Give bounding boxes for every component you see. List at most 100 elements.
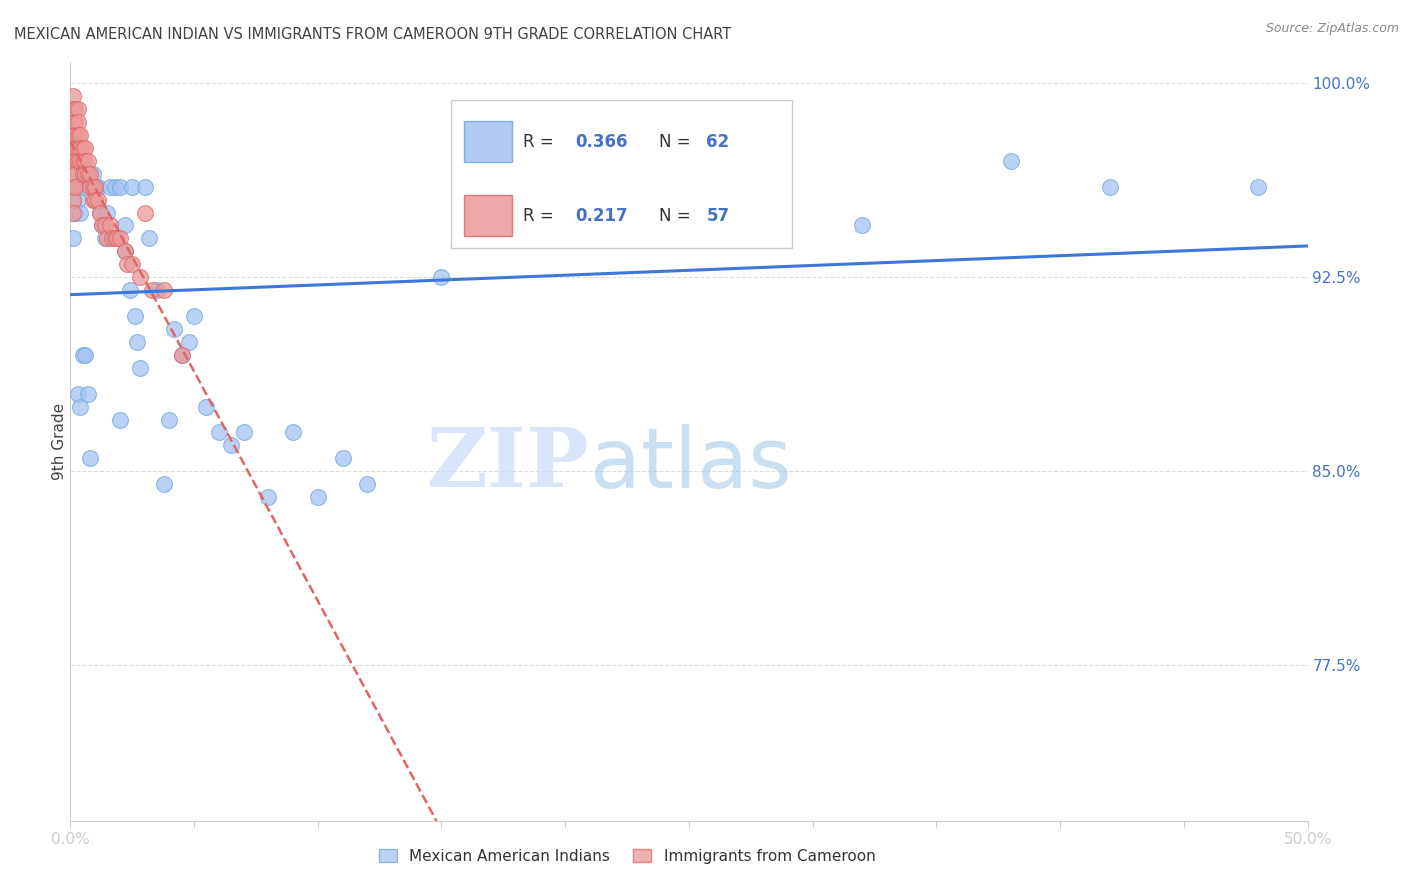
Point bbox=[72, 141, 94, 155]
Point bbox=[75, 167, 97, 181]
Point bbox=[84, 193, 107, 207]
Text: MEXICAN AMERICAN INDIAN VS IMMIGRANTS FROM CAMEROON 9TH GRADE CORRELATION CHART: MEXICAN AMERICAN INDIAN VS IMMIGRANTS FR… bbox=[14, 27, 731, 42]
FancyBboxPatch shape bbox=[464, 121, 512, 162]
Text: Source: ZipAtlas.com: Source: ZipAtlas.com bbox=[1265, 22, 1399, 36]
Point bbox=[257, 490, 280, 504]
Point bbox=[1247, 179, 1270, 194]
Point bbox=[91, 219, 114, 233]
Point bbox=[65, 153, 87, 168]
Point bbox=[66, 128, 89, 142]
Point bbox=[66, 386, 89, 401]
Point bbox=[65, 205, 87, 219]
Point bbox=[121, 179, 143, 194]
Point bbox=[62, 205, 84, 219]
Point bbox=[65, 167, 87, 181]
Point bbox=[98, 179, 121, 194]
Point bbox=[79, 179, 101, 194]
Point bbox=[66, 193, 89, 207]
Point bbox=[69, 128, 91, 142]
Point bbox=[79, 167, 101, 181]
Point bbox=[603, 219, 626, 233]
Point bbox=[153, 477, 176, 491]
Point bbox=[82, 167, 104, 181]
FancyBboxPatch shape bbox=[464, 195, 512, 236]
Point bbox=[115, 257, 138, 271]
Text: 57: 57 bbox=[706, 207, 730, 225]
Point bbox=[65, 179, 87, 194]
Point bbox=[69, 153, 91, 168]
Point bbox=[96, 205, 118, 219]
Point bbox=[65, 115, 87, 129]
Point bbox=[170, 348, 193, 362]
Point bbox=[89, 205, 111, 219]
Point bbox=[75, 141, 97, 155]
Point bbox=[66, 102, 89, 116]
Point bbox=[79, 167, 101, 181]
Point bbox=[114, 244, 136, 259]
Point bbox=[127, 334, 149, 349]
Point bbox=[66, 141, 89, 155]
Point bbox=[86, 193, 108, 207]
Point bbox=[146, 283, 169, 297]
Point bbox=[66, 153, 89, 168]
Point bbox=[62, 141, 84, 155]
Point bbox=[101, 231, 124, 245]
Point bbox=[65, 141, 87, 155]
Text: N =: N = bbox=[659, 207, 696, 225]
Point bbox=[94, 219, 117, 233]
Point bbox=[356, 477, 378, 491]
Legend: Mexican American Indians, Immigrants from Cameroon: Mexican American Indians, Immigrants fro… bbox=[373, 843, 882, 870]
Point bbox=[62, 128, 84, 142]
Point bbox=[177, 334, 200, 349]
Point bbox=[105, 231, 128, 245]
Point bbox=[170, 348, 193, 362]
Point bbox=[94, 231, 117, 245]
Point bbox=[332, 451, 354, 466]
Point bbox=[208, 425, 231, 440]
Point bbox=[66, 179, 89, 194]
Point bbox=[62, 193, 84, 207]
Text: 0.217: 0.217 bbox=[575, 207, 627, 225]
Point bbox=[104, 179, 127, 194]
Point bbox=[134, 205, 156, 219]
Point bbox=[183, 309, 205, 323]
Point bbox=[1098, 179, 1121, 194]
Point bbox=[72, 179, 94, 194]
Point bbox=[65, 179, 87, 194]
Point bbox=[89, 205, 111, 219]
Point bbox=[84, 193, 107, 207]
Point bbox=[104, 231, 127, 245]
Point bbox=[76, 153, 98, 168]
Point bbox=[62, 115, 84, 129]
Point bbox=[76, 167, 98, 181]
Point bbox=[69, 400, 91, 414]
Point bbox=[124, 309, 146, 323]
Text: ZIP: ZIP bbox=[427, 425, 591, 504]
Point bbox=[62, 89, 84, 103]
Point bbox=[82, 179, 104, 194]
Point bbox=[141, 283, 163, 297]
Point bbox=[114, 244, 136, 259]
Text: N =: N = bbox=[659, 133, 696, 151]
Point bbox=[62, 231, 84, 245]
Text: R =: R = bbox=[523, 207, 560, 225]
Text: 62: 62 bbox=[706, 133, 730, 151]
Point bbox=[91, 219, 114, 233]
FancyBboxPatch shape bbox=[451, 101, 792, 248]
Point bbox=[128, 360, 150, 375]
Point bbox=[134, 179, 156, 194]
Point bbox=[62, 179, 84, 194]
Point bbox=[96, 231, 118, 245]
Point bbox=[62, 167, 84, 181]
Point bbox=[65, 102, 87, 116]
Y-axis label: 9th Grade: 9th Grade bbox=[52, 403, 66, 480]
Point bbox=[69, 141, 91, 155]
Text: 0.366: 0.366 bbox=[575, 133, 627, 151]
Point bbox=[79, 451, 101, 466]
Point bbox=[65, 128, 87, 142]
Point bbox=[62, 153, 84, 168]
Point bbox=[98, 219, 121, 233]
Point bbox=[69, 205, 91, 219]
Point bbox=[82, 193, 104, 207]
Point bbox=[75, 167, 97, 181]
